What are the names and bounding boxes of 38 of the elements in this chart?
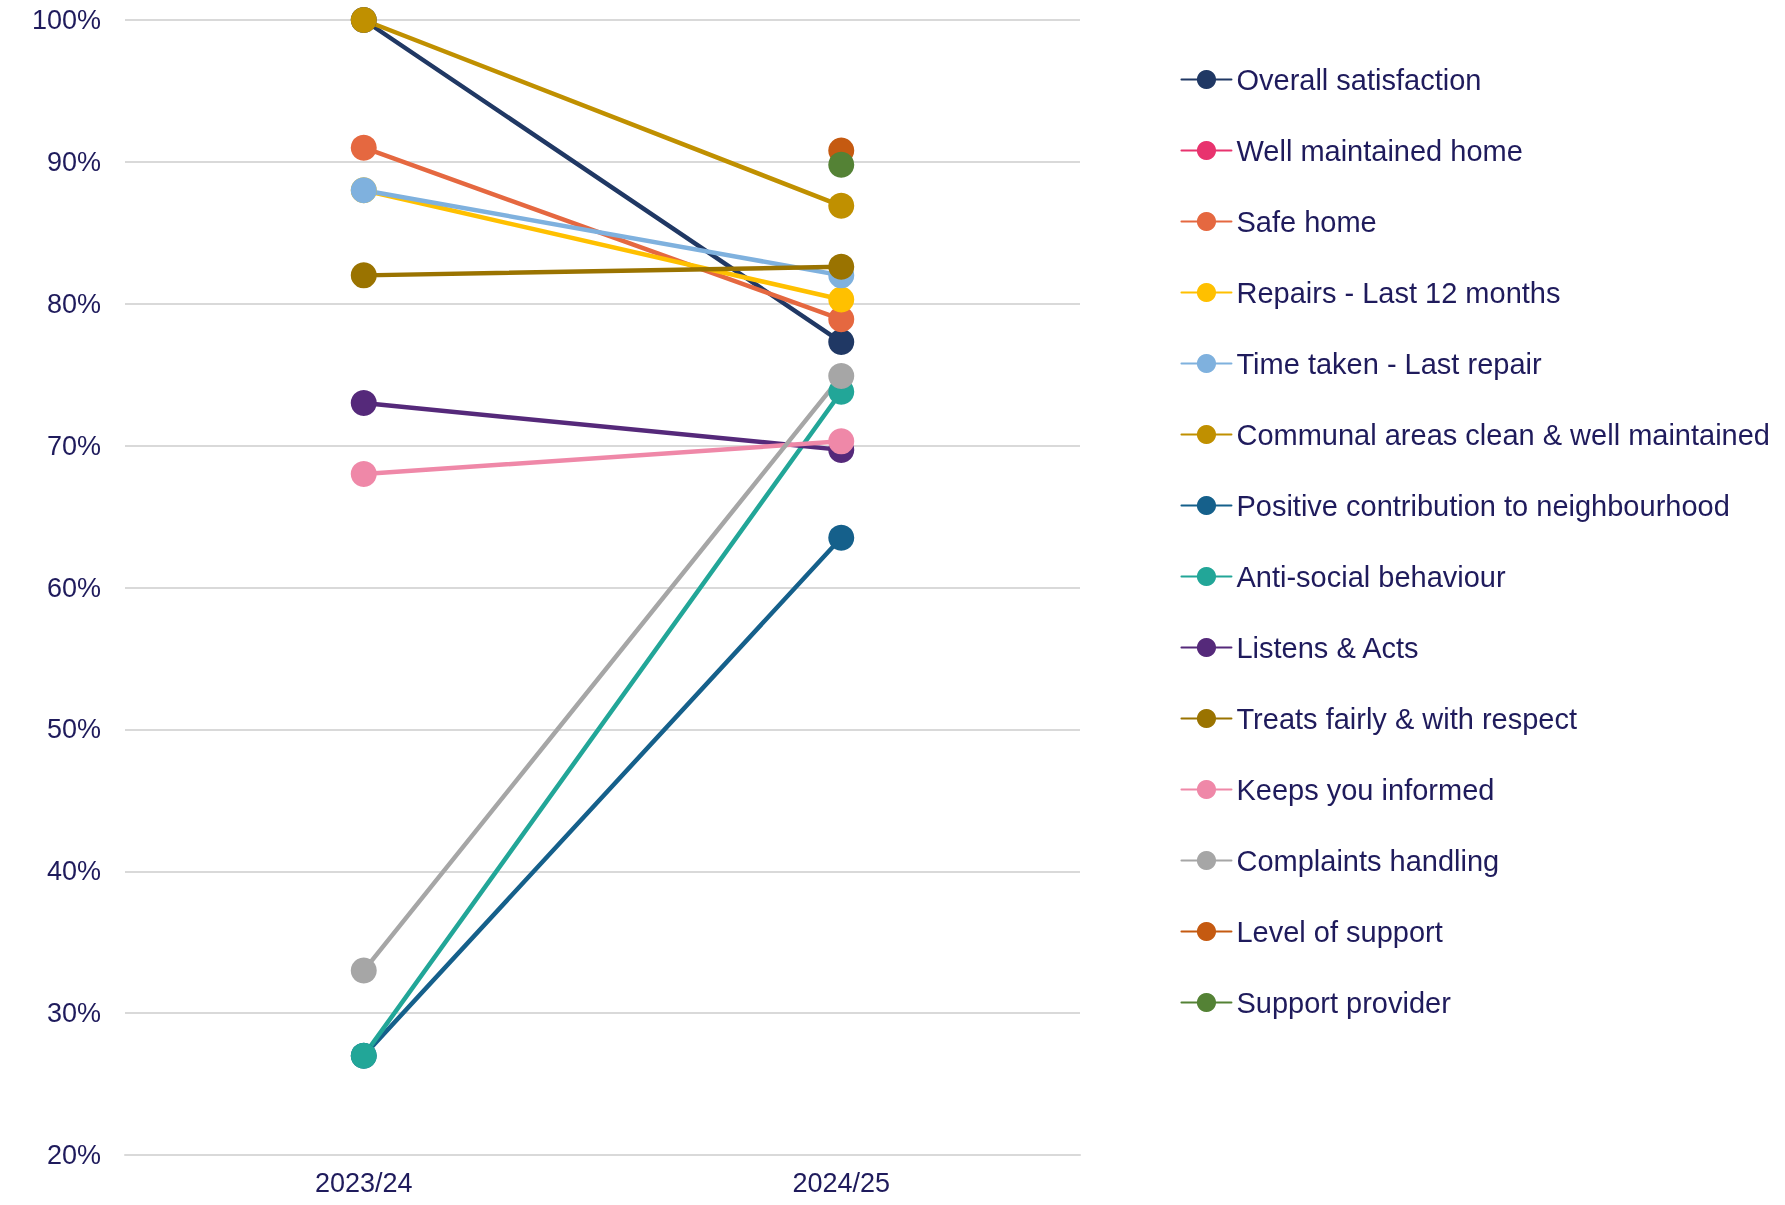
point <box>350 957 377 984</box>
point <box>828 286 855 313</box>
point <box>828 192 855 219</box>
y-tick-label: 40% <box>46 856 101 887</box>
y-tick-label: 70% <box>46 430 101 461</box>
y-tick-label: 50% <box>46 714 101 745</box>
legend-label: Safe home <box>1236 205 1377 238</box>
point <box>828 151 855 178</box>
x-tick-label: 2023/24 <box>314 1167 413 1198</box>
y-tick-label: 90% <box>46 146 101 177</box>
legend-label: Support provider <box>1236 986 1452 1019</box>
legend-label: Overall satisfaction <box>1236 63 1482 96</box>
point <box>350 461 377 487</box>
point <box>828 363 855 390</box>
legend-label: Well maintained home <box>1236 134 1523 167</box>
legend-label: Keeps you informed <box>1236 773 1495 806</box>
legend-label: Positive contribution to neighbourhood <box>1236 489 1730 522</box>
legend-label: Level of support <box>1236 915 1443 948</box>
legend-label: Repairs - Last 12 months <box>1236 276 1561 309</box>
point <box>828 428 855 455</box>
legend-label: Communal areas clean & well maintained <box>1236 418 1771 451</box>
y-tick-label: 30% <box>46 998 101 1029</box>
legend-label: Anti-social behaviour <box>1236 560 1506 593</box>
legend-label: Listens & Acts <box>1236 631 1419 664</box>
point <box>350 262 377 289</box>
point <box>350 390 377 417</box>
point <box>350 134 377 161</box>
legend-label: Treats fairly & with respect <box>1236 702 1578 735</box>
point <box>828 253 855 280</box>
y-tick-label: 80% <box>46 288 101 319</box>
legend-label: Complaints handling <box>1236 844 1500 877</box>
legend-label: Time taken - Last repair <box>1236 347 1542 380</box>
y-tick-label: 20% <box>46 1140 101 1170</box>
point <box>828 524 855 551</box>
y-tick-label: 60% <box>46 572 101 603</box>
point <box>828 329 855 356</box>
x-tick-label: 2024/25 <box>792 1167 891 1198</box>
y-tick-label: 100% <box>31 5 101 35</box>
